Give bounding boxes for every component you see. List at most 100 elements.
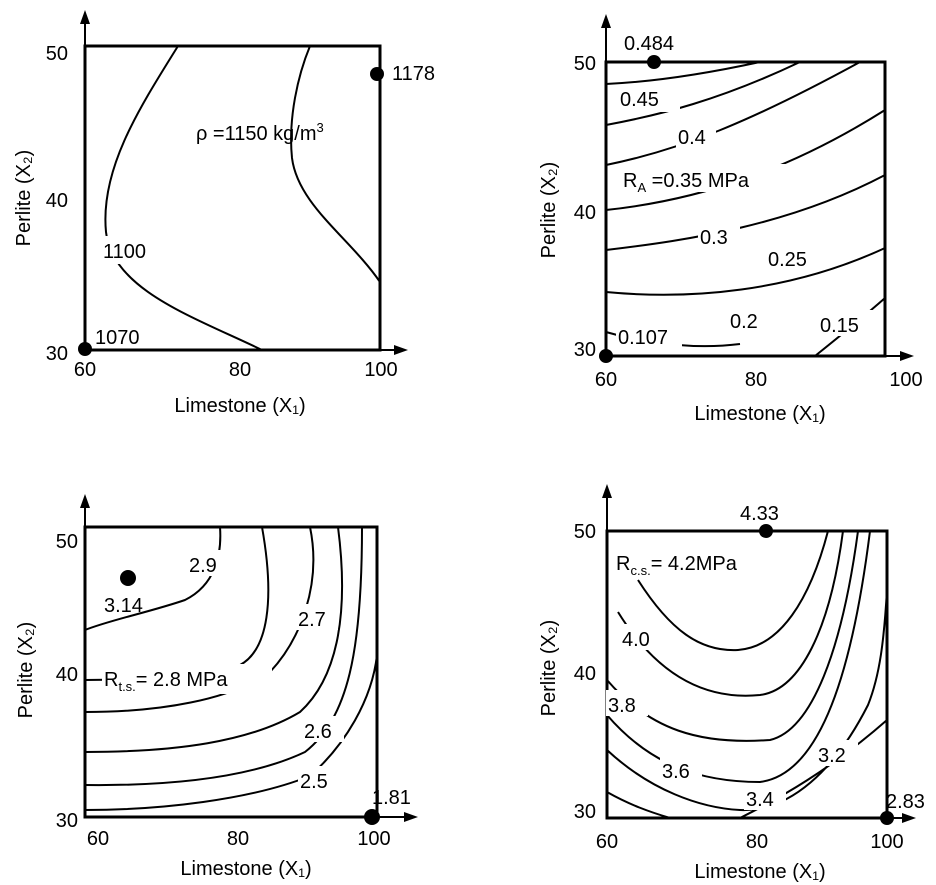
label-bg (614, 546, 784, 578)
y-tick-40: 40 (46, 190, 68, 212)
plot-frame (605, 529, 889, 820)
plot-frame (83, 525, 379, 819)
label-bg (302, 716, 344, 742)
contour-0.35 (605, 61, 861, 166)
contour-label-3.2: 3.2 (818, 745, 846, 767)
contour-label-3.6: 3.6 (662, 761, 690, 783)
label-bg (186, 550, 228, 576)
y-axis-arrow (602, 484, 612, 498)
label-bg (620, 624, 662, 650)
x-tick-100: 100 (889, 369, 922, 391)
contour-4.0 (617, 530, 844, 697)
x-tick-100: 100 (357, 828, 390, 850)
y-tick-30: 30 (56, 810, 78, 832)
contour-label-0.107: 0.107 (618, 327, 668, 349)
label-bg (616, 322, 682, 348)
contour-label-2.5: 2.5 (300, 771, 328, 793)
label-bg (676, 124, 716, 150)
x-tick-60: 60 (596, 831, 618, 853)
x-tick-100: 100 (870, 831, 903, 853)
x-tick-60: 60 (74, 359, 96, 381)
point-min (364, 809, 380, 825)
x-axis-arrow (394, 345, 408, 355)
contour-label-3.8: 3.8 (608, 695, 636, 717)
contour-1150 (290, 45, 381, 283)
y-axis-arrow (80, 494, 90, 508)
panel-compressive: 30 40 50 60 80 100 Limestone (X₁) Perlit… (538, 484, 925, 883)
contour-4.2 (637, 530, 829, 652)
y-tick-30: 30 (574, 801, 596, 823)
y-tick-50: 50 (574, 53, 596, 75)
contour-0.25 (605, 174, 886, 251)
panel-annotation: Rc.s.= 4.2MPa (616, 553, 738, 578)
x-tick-80: 80 (746, 831, 768, 853)
y-axis-arrow (601, 14, 611, 28)
y-axis-label: Perlite (X₂) (538, 620, 560, 717)
point-min (78, 342, 92, 356)
point-label-2.83: 2.83 (886, 791, 925, 813)
contour-label-2.9: 2.9 (189, 555, 217, 577)
contour-label-2.6: 2.6 (304, 721, 332, 743)
point-max (120, 570, 136, 586)
contour-label-1100: 1100 (103, 241, 146, 263)
contour-0.4 (605, 61, 801, 126)
contour-0.45 (605, 61, 761, 85)
x-tick-60: 60 (87, 828, 109, 850)
label-bg (816, 740, 858, 766)
x-axis-label: Limestone (X₁) (694, 861, 825, 883)
x-axis-label: Limestone (X₁) (174, 395, 305, 417)
contour-label-0.25: 0.25 (768, 249, 807, 271)
label-bg (298, 766, 340, 792)
contour-3.4 (606, 589, 888, 812)
label-bg (698, 222, 740, 248)
contour-3.2 (606, 719, 888, 819)
y-axis-label: Perlite (X₂) (13, 150, 35, 247)
y-tick-40: 40 (56, 664, 78, 686)
point-min (880, 811, 894, 825)
panel-tensile: 30 40 50 60 80 100 Limestone (X₁) Perlit… (15, 494, 418, 880)
contour-3.8 (606, 530, 859, 742)
point-label-4.33: 4.33 (740, 503, 779, 525)
y-tick-30: 30 (46, 343, 68, 365)
x-axis-arrow (900, 351, 914, 361)
x-axis-label: Limestone (X₁) (180, 858, 311, 880)
label-bg (818, 310, 874, 336)
point-max (370, 67, 384, 81)
panel-annotation: RA =0.35 MPa (623, 170, 750, 195)
point-max (647, 55, 661, 69)
contour-label-0.2: 0.2 (730, 311, 758, 333)
y-axis-label: Perlite (X₂) (538, 162, 560, 259)
contour-label-1070: 1070 (95, 327, 140, 349)
point-label-1.81: 1.81 (372, 787, 411, 809)
label-bg (728, 306, 772, 332)
label-bg (618, 86, 680, 112)
panel-adhesion: 30 40 50 60 80 100 Limestone (X₁) Perlit… (538, 14, 923, 425)
point-max (759, 524, 773, 538)
label-bg (766, 244, 822, 270)
contour-label-0.15: 0.15 (820, 315, 859, 337)
x-tick-100: 100 (364, 359, 397, 381)
x-tick-80: 80 (229, 359, 251, 381)
contour-label-0.4: 0.4 (678, 127, 706, 149)
point-min (599, 349, 613, 363)
contour-label-4.0: 4.0 (622, 629, 650, 651)
panel-annotation: ρ =1150 kg/m3 (196, 120, 324, 145)
contour-1100 (104, 45, 263, 351)
contour-label-1178: 1178 (392, 63, 435, 85)
contour-2.5 (84, 526, 363, 787)
plot-frame (83, 44, 382, 352)
x-axis-arrow (902, 813, 916, 823)
panel-annotation: Rt.s.= 2.8 MPa (104, 669, 228, 694)
contour-label-0.484: 0.484 (624, 33, 674, 55)
y-tick-40: 40 (574, 202, 596, 224)
y-tick-50: 50 (574, 521, 596, 543)
label-bg (660, 756, 702, 782)
x-tick-80: 80 (745, 369, 767, 391)
y-tick-40: 40 (574, 663, 596, 685)
y-tick-50: 50 (46, 43, 68, 65)
label-bg (606, 690, 648, 716)
y-axis-label: Perlite (X₂) (15, 622, 37, 719)
x-tick-60: 60 (595, 369, 617, 391)
contour-2.6 (84, 526, 344, 753)
